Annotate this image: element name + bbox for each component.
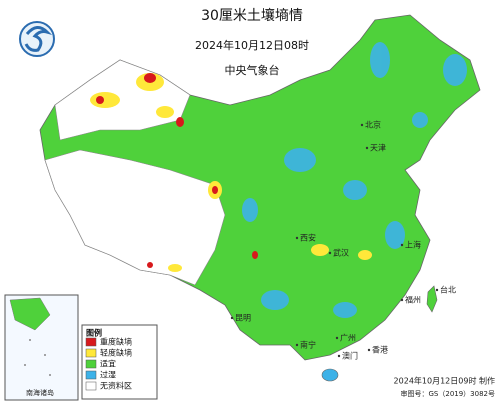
inset-label: 南海诸岛 <box>26 388 54 397</box>
made-time: 2024年10月12日09时 制作 <box>394 376 495 386</box>
legend-label: 过湿 <box>100 370 116 380</box>
city-dot <box>435 288 439 292</box>
inset: 南海诸岛 <box>4 294 79 401</box>
logo <box>19 21 55 57</box>
city-dot <box>328 251 332 255</box>
legend-title: 图例 <box>86 328 102 338</box>
agency: 中央气象台 <box>225 63 280 77</box>
city-label: 昆明 <box>235 314 251 323</box>
city-dot <box>295 236 299 240</box>
city-label: 上海 <box>405 240 421 250</box>
review-number: 审图号：GS（2019）3082号 <box>401 389 496 398</box>
legend-swatch <box>85 337 97 347</box>
subtitle: 2024年10月12日08时 <box>195 38 309 52</box>
legend-swatch <box>85 348 97 358</box>
legend-label: 重度缺墒 <box>100 337 132 347</box>
legend-label: 轻度缺墒 <box>100 348 132 358</box>
city-dot <box>335 336 339 340</box>
city-label: 天津 <box>370 143 386 153</box>
city-label: 澳门 <box>342 351 358 361</box>
title: 30厘米土壤墒情 <box>201 7 303 24</box>
china-map <box>39 14 481 382</box>
city-label: 香港 <box>372 345 388 355</box>
city-dot <box>295 343 299 347</box>
city-label: 武汉 <box>333 248 349 258</box>
city-dot <box>360 123 364 127</box>
city-label: 广州 <box>340 333 356 343</box>
city-dot <box>367 348 371 352</box>
city-label: 南宁 <box>300 340 316 350</box>
legend-swatch <box>85 370 97 380</box>
legend-label: 适宜 <box>100 359 116 369</box>
city-label: 北京 <box>365 120 381 130</box>
city-label: 福州 <box>405 296 421 305</box>
city-dot <box>230 316 234 320</box>
city-dot <box>365 146 369 150</box>
legend-swatch <box>85 381 97 391</box>
city-dot <box>400 243 404 247</box>
city-label: 台北 <box>440 285 456 295</box>
city-dot <box>337 354 341 358</box>
city-dot <box>400 298 404 302</box>
city-label: 西安 <box>300 233 316 243</box>
legend-label: 无资料区 <box>100 381 132 391</box>
legend-swatch <box>85 359 97 369</box>
